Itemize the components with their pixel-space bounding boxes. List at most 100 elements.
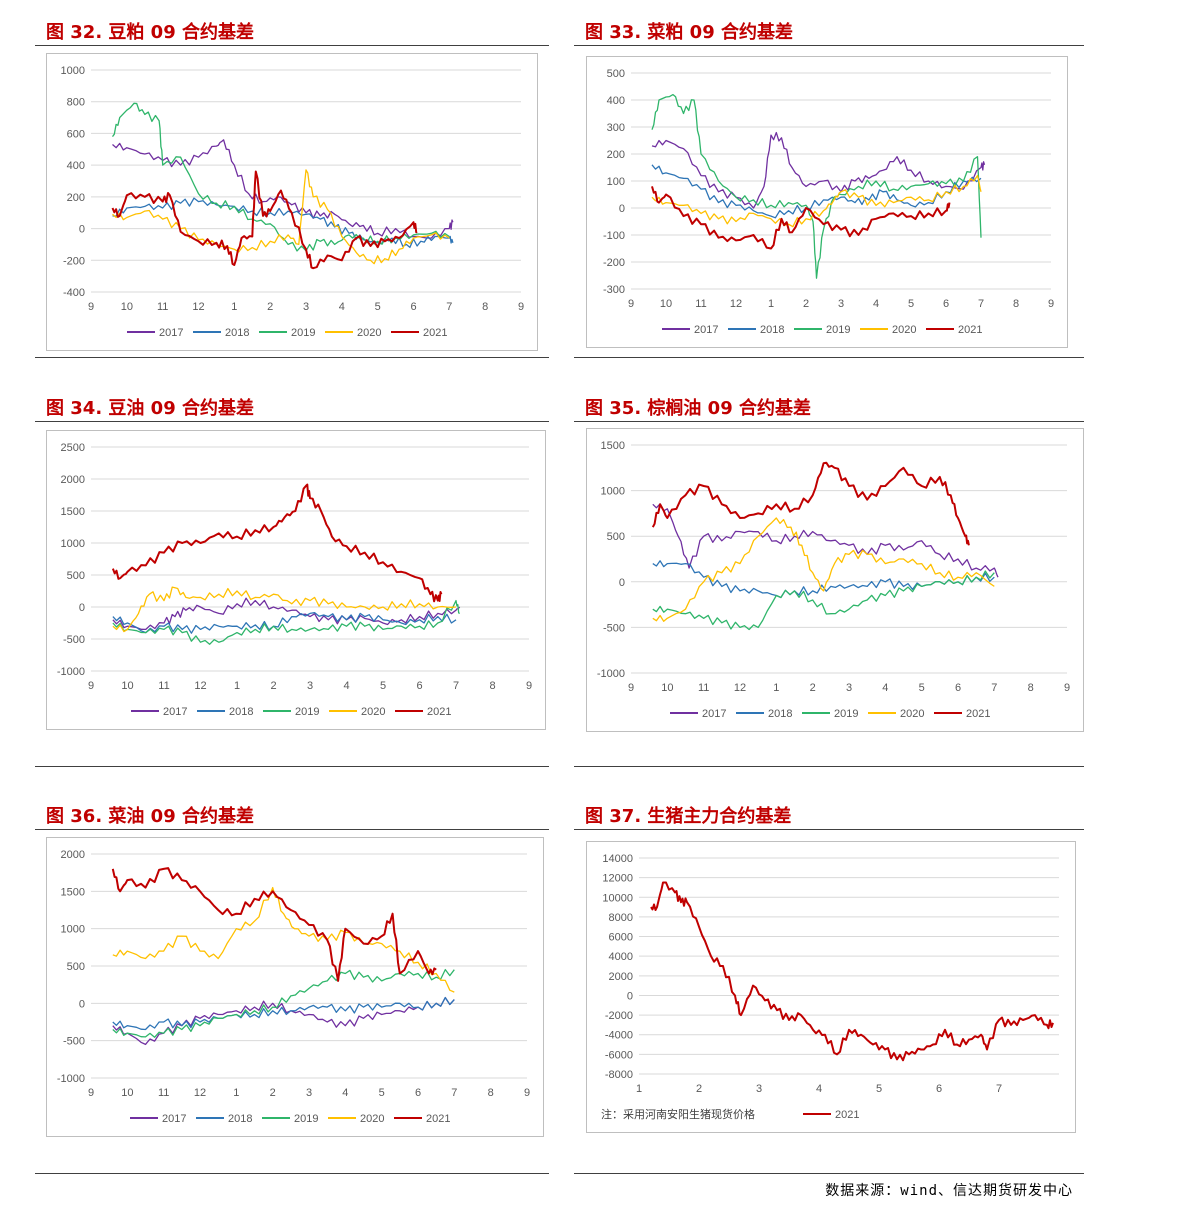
series-line-2020 [652, 517, 995, 622]
legend-label: 2019 [826, 324, 850, 336]
legend-label: 2021 [958, 324, 982, 336]
legend-label: 2019 [834, 708, 858, 720]
x-tick-label: 11 [157, 301, 168, 313]
x-tick-label: 7 [978, 298, 984, 310]
x-tick-label: 8 [488, 1087, 494, 1099]
series-line-2017 [112, 996, 455, 1046]
y-tick-label: 2000 [61, 849, 85, 861]
y-tick-label: 0 [619, 203, 625, 215]
divider [35, 766, 549, 767]
y-tick-label: 800 [67, 97, 85, 109]
series-line-2018 [112, 611, 457, 634]
y-tick-label: -4000 [605, 1030, 633, 1042]
series-line-2019 [112, 599, 460, 645]
x-tick-label: 4 [339, 301, 345, 313]
y-tick-label: -200 [63, 255, 85, 267]
legend-label: 2021 [423, 327, 447, 339]
fig34-chart: 2500 2000 1500 1000 500 0 -500 -1000 9 10 11 12 1 2 3 4… [46, 430, 546, 730]
x-tick-label: 9 [88, 1087, 94, 1099]
y-tick-label: -500 [63, 1036, 85, 1048]
x-tick-label: 3 [846, 682, 852, 694]
y-tick-label: 0 [619, 577, 625, 589]
fig35-title: 图 35. 棕榈油 09 合约基差 [585, 398, 812, 419]
x-tick-label: 6 [410, 301, 416, 313]
x-tick-label: 2 [267, 301, 273, 313]
legend-label: 2019 [295, 706, 319, 718]
legend-label: 2018 [229, 706, 253, 718]
x-tick-label: 5 [379, 1087, 385, 1099]
fig36-chart: 2000 1500 1000 500 0 -500 -1000 9 10 11 12 1 2 3 4 5 6 7 8… [46, 837, 544, 1137]
legend-label: 2021 [426, 1113, 450, 1125]
y-tick-label: 2000 [609, 971, 633, 983]
legend-label: 2017 [162, 1113, 186, 1125]
fig37-chart: 14000 12000 10000 8000 6000 4000 2000 0 -2000 -40… [586, 841, 1076, 1133]
x-tick-label: 2 [270, 680, 276, 692]
divider [574, 1173, 1084, 1174]
x-tick-label: 8 [489, 680, 495, 692]
series-line-2021 [651, 186, 951, 250]
x-tick-label: 4 [343, 680, 349, 692]
series-line-2019 [112, 968, 455, 1038]
x-tick-label: 1 [231, 301, 237, 313]
x-tick-label: 7 [996, 1083, 1002, 1095]
divider [35, 829, 549, 830]
y-tick-label: 1000 [601, 486, 625, 498]
y-tick-label: 4000 [609, 951, 633, 963]
x-tick-label: 1 [773, 682, 779, 694]
divider [574, 421, 1084, 422]
x-tick-label: 3 [307, 680, 313, 692]
x-tick-label: 4 [342, 1087, 348, 1099]
x-tick-label: 10 [121, 301, 133, 313]
series-line-2021 [651, 461, 970, 546]
legend-label: 2020 [360, 1113, 384, 1125]
x-tick-label: 12 [730, 298, 742, 310]
x-tick-label: 11 [158, 680, 169, 692]
legend-label: 2018 [225, 327, 249, 339]
legend-label: 2020 [361, 706, 385, 718]
x-tick-label: 9 [628, 682, 634, 694]
y-tick-label: 1500 [61, 506, 85, 518]
fig36-title: 图 36. 菜油 09 合约基差 [46, 806, 255, 827]
x-tick-label: 9 [526, 680, 532, 692]
x-tick-label: 7 [451, 1087, 457, 1099]
x-tick-label: 3 [303, 301, 309, 313]
x-tick-label: 1 [234, 680, 240, 692]
series-line-2018 [112, 197, 454, 249]
fig33-title: 图 33. 菜粕 09 合约基差 [585, 22, 794, 43]
y-tick-label: 0 [627, 990, 633, 1002]
y-tick-label: -1000 [57, 666, 85, 678]
x-tick-label: 10 [121, 680, 133, 692]
y-tick-label: 10000 [602, 892, 633, 904]
legend-label: 2019 [294, 1113, 318, 1125]
y-tick-label: 500 [607, 68, 625, 80]
x-tick-label: 4 [873, 298, 879, 310]
y-tick-label: 500 [67, 961, 85, 973]
divider [35, 1173, 549, 1174]
x-tick-label: 3 [306, 1087, 312, 1099]
legend-label: 2021 [427, 706, 451, 718]
y-tick-label: -6000 [605, 1049, 633, 1061]
divider [574, 45, 1084, 46]
y-tick-label: 1000 [61, 538, 85, 550]
legend-label: 2021 [835, 1109, 859, 1121]
y-tick-label: 2500 [61, 442, 85, 454]
y-tick-label: 6000 [609, 932, 633, 944]
legend-label: 2019 [291, 327, 315, 339]
x-tick-label: 2 [810, 682, 816, 694]
x-tick-label: 6 [943, 298, 949, 310]
series-line-2017 [112, 139, 454, 239]
divider [574, 829, 1084, 830]
series-line-2017 [112, 597, 461, 631]
series-line-2020 [112, 586, 457, 633]
fig35-chart: 1500 1000 500 0 -500 -1000 9 10 11 12 1 2 3 4 5 6 7 8 9 201… [586, 428, 1084, 732]
series-line-2020 [112, 169, 450, 265]
x-tick-label: 10 [121, 1087, 133, 1099]
x-tick-label: 9 [88, 301, 94, 313]
y-tick-label: 12000 [602, 873, 633, 885]
divider [35, 421, 549, 422]
x-tick-label: 11 [695, 298, 706, 310]
y-tick-label: 0 [79, 602, 85, 614]
x-tick-label: 10 [661, 682, 673, 694]
